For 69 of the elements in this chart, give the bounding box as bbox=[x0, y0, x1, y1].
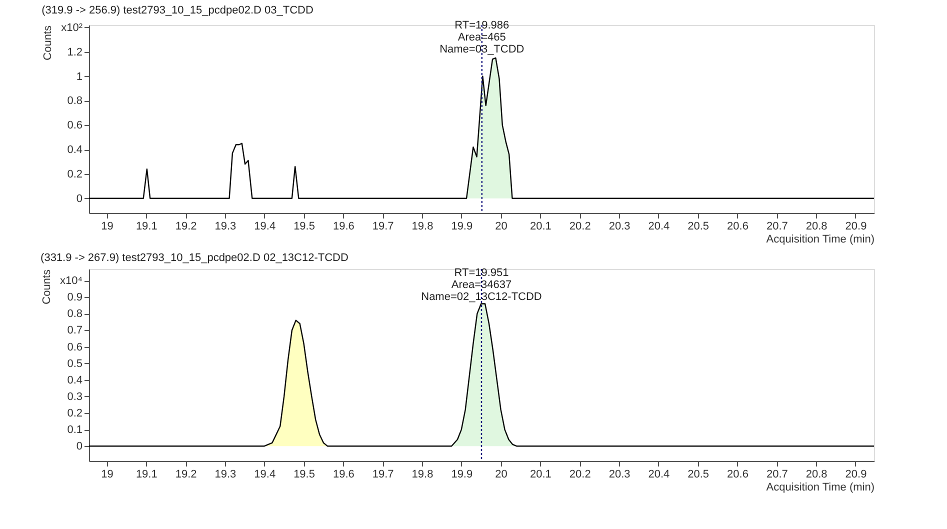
y-tick-label: 0.1 bbox=[67, 424, 82, 436]
y-axis-title: Counts bbox=[42, 25, 54, 60]
x-tick-label: 20.5 bbox=[688, 220, 710, 232]
x-tick-label: 19.1 bbox=[136, 468, 158, 480]
x-tick-label: 20.7 bbox=[766, 220, 788, 232]
y-tick-label: x10² bbox=[61, 22, 83, 34]
y-tick-label: 1.2 bbox=[67, 46, 82, 58]
x-tick-label: 20.4 bbox=[648, 220, 670, 232]
chart-title: (331.9 -> 267.9) test2793_10_15_pcdpe02.D 02_13C12-TCDD bbox=[40, 252, 348, 264]
x-axis-title: Acquisition Time (min) bbox=[766, 482, 874, 494]
y-tick-label: 0.2 bbox=[67, 168, 82, 180]
x-tick-label: 20.8 bbox=[806, 468, 828, 480]
y-tick-label: 0.9 bbox=[67, 292, 82, 304]
x-tick-label: 19 bbox=[101, 220, 114, 232]
x-tick-label: 19.3 bbox=[214, 220, 236, 232]
y-tick-label: 0.4 bbox=[67, 144, 82, 156]
x-tick-label: 20.6 bbox=[727, 468, 748, 480]
y-tick-label: 0.4 bbox=[67, 374, 82, 386]
x-tick-label: 19.2 bbox=[175, 468, 197, 480]
line-series bbox=[88, 303, 875, 447]
x-tick-label: 19.9 bbox=[451, 220, 473, 232]
x-tick-label: 20.2 bbox=[569, 220, 591, 232]
x-tick-label: 19.6 bbox=[332, 220, 354, 232]
x-tick-label: 19.8 bbox=[412, 220, 434, 232]
x-tick-label: 19.4 bbox=[254, 468, 276, 480]
x-tick-label: 20.1 bbox=[530, 220, 552, 232]
x-tick-label: 20.9 bbox=[845, 220, 867, 232]
x-tick-label: 19.7 bbox=[372, 220, 394, 232]
chart-title: (319.9 -> 256.9) test2793_10_15_pcdpe02.D 03_TCDD bbox=[42, 4, 314, 17]
x-tick-label: 19.2 bbox=[175, 220, 197, 232]
annotation: RT=19.951 Area=34637 Name=02_13C12-TCDD bbox=[421, 266, 542, 303]
x-tick-label: 19.3 bbox=[214, 468, 236, 480]
x-tick-label: 20.3 bbox=[608, 468, 630, 480]
x-tick-label: 20.5 bbox=[688, 468, 710, 480]
x-tick-label: 19.9 bbox=[451, 468, 473, 480]
y-tick-label: 0.8 bbox=[67, 95, 82, 108]
x-tick-label: 20.7 bbox=[766, 468, 788, 480]
x-tick-label: 20.8 bbox=[806, 220, 828, 232]
y-tick-label: 0.6 bbox=[67, 120, 82, 132]
y-tick-label: x10⁴ bbox=[60, 275, 83, 288]
x-tick-label: 19.1 bbox=[136, 220, 158, 232]
x-tick-label: 20.4 bbox=[648, 468, 670, 480]
y-tick-label: 0 bbox=[76, 192, 82, 205]
x-tick-label: 20.6 bbox=[727, 220, 748, 232]
x-tick-label: 20.9 bbox=[845, 468, 867, 480]
x-tick-label: 20 bbox=[495, 468, 508, 480]
x-tick-label: 19.4 bbox=[254, 220, 276, 232]
x-tick-label: 20.2 bbox=[569, 468, 591, 480]
x-axis-title: Acquisition Time (min) bbox=[766, 234, 874, 246]
x-tick-label: 19.5 bbox=[294, 220, 315, 232]
x-tick-label: 20.3 bbox=[608, 220, 630, 232]
x-tick-label: 20 bbox=[495, 220, 508, 232]
x-tick-label: 20.1 bbox=[530, 468, 552, 480]
y-tick-label: 0.2 bbox=[67, 408, 82, 420]
y-tick-label: 0.7 bbox=[67, 324, 82, 337]
line-series bbox=[88, 57, 875, 199]
x-tick-label: 19.8 bbox=[412, 468, 434, 480]
annotation: RT=19.986 Area=465 Name=03_TCDD bbox=[440, 20, 524, 56]
x-tick-label: 19.6 bbox=[332, 468, 354, 480]
y-tick-label: 0 bbox=[76, 440, 82, 453]
x-tick-label: 19.7 bbox=[372, 468, 394, 480]
y-tick-label: 0.3 bbox=[67, 390, 82, 403]
x-tick-label: 19 bbox=[101, 468, 114, 480]
y-axis-title: Counts bbox=[41, 269, 54, 304]
y-tick-label: 0.5 bbox=[67, 358, 82, 370]
x-tick-label: 19.5 bbox=[294, 468, 315, 480]
y-tick-label: 0.6 bbox=[67, 341, 82, 354]
y-tick-label: 0.8 bbox=[67, 308, 82, 320]
y-tick-label: 1 bbox=[76, 70, 82, 83]
